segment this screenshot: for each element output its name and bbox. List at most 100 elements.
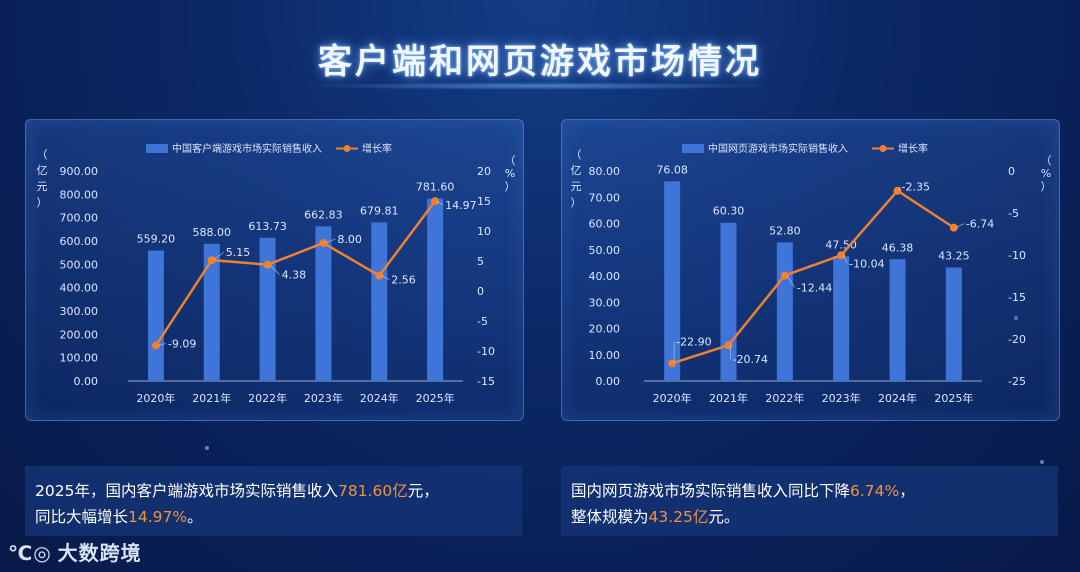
left-axis-label: （ [571,148,582,161]
right-axis-label: （ [505,154,516,167]
title-glow [300,82,780,90]
bar [664,181,681,381]
bar [833,256,850,381]
left-axis-label: ） [571,196,582,209]
left-axis-label: 亿 [37,164,48,177]
right-tick-label: 0 [1008,165,1015,178]
bar [371,222,388,381]
growth-value-label: -20.74 [733,353,768,366]
bar-value-label: 47.50 [825,238,857,251]
left-axis-label: （ [37,148,48,161]
x-tick-label: 2025年 [416,391,455,405]
x-tick-label: 2024年 [878,391,917,405]
summary-text: 。 [187,508,203,526]
summary-text: 同比大幅增长 [35,508,129,526]
web-game-chart: 中国网页游戏市场实际销售收入 增长率（亿元）（%）80.0070.0060.005… [571,142,1052,405]
left-tick-label: 0.00 [596,375,621,388]
right-tick-label: -20 [1008,333,1026,346]
left-axis-label: ） [37,196,48,209]
legend-bar-swatch [146,144,168,153]
summary-text: 国内网页游戏市场实际销售收入同比下降 [571,482,851,500]
x-tick-label: 2020年 [653,391,692,405]
growth-point [263,260,272,269]
web-game-summary: 国内网页游戏市场实际销售收入同比下降6.74%， 整体规模为43.25亿元。 [561,466,1058,536]
page-title: 客户端和网页游戏市场情况 [318,42,762,82]
growth-label-leader [157,343,167,346]
bar-value-label: 52.80 [769,224,801,237]
left-axis-label: 元 [37,180,48,193]
growth-label-leader [786,275,796,288]
summary-text: 2025年，国内客户端游戏市场实际销售收入 [35,482,338,500]
left-tick-label: 70.00 [589,191,621,204]
x-tick-label: 2023年 [304,391,343,405]
x-tick-label: 2020年 [136,391,175,405]
growth-point [431,197,440,206]
decor-dot [1014,316,1018,320]
bar [889,259,906,381]
brand-logo-text: 大数跨境 [57,541,142,565]
bar-value-label: 613.73 [248,220,287,233]
right-tick-label: 5 [477,255,484,268]
growth-value-label: -22.90 [676,335,711,348]
right-tick-label: -5 [1008,207,1019,220]
bar [259,237,276,381]
legend-line-label: 增长率 [362,142,392,155]
x-tick-label: 2021年 [709,391,748,405]
growth-point [151,341,160,350]
left-axis-label: 亿 [571,164,582,177]
bar-value-label: 76.08 [656,163,688,176]
legend-line-marker [343,145,351,152]
left-tick-label: 0.00 [74,375,99,388]
growth-value-label: 5.15 [226,246,251,259]
x-tick-label: 2024年 [360,391,399,405]
web-game-chart-panel: 中国网页游戏市场实际销售收入 增长率（亿元）（%） 80.00 70.00 60.00 5… [561,119,1060,421]
left-tick-label: 300.00 [60,305,99,318]
right-tick-label: -5 [477,315,488,328]
growth-value-label: -12.44 [797,281,832,294]
growth-point [207,256,216,265]
right-axis-label: % [1041,167,1051,180]
growth-value-label: -6.74 [966,218,994,231]
x-tick-label: 2022年 [248,391,287,405]
right-tick-label: -10 [477,345,495,358]
bar-value-label: 60.30 [713,205,745,218]
right-axis-label: ） [1041,180,1052,193]
left-axis-label: 元 [571,180,582,193]
bar-value-label: 588.00 [193,226,232,239]
summary-highlight: 14.97% [128,508,188,526]
growth-label-leader [325,238,336,244]
growth-label-leader [213,251,224,261]
right-tick-label: -10 [1008,249,1026,262]
x-tick-label: 2021年 [192,391,231,405]
summary-text: 元。 [708,508,740,526]
bar [203,243,220,381]
growth-line [671,189,955,365]
bar [776,242,793,381]
left-tick-label: 20.00 [589,323,621,336]
growth-line [154,200,437,347]
x-tick-label: 2025年 [934,391,973,405]
bar [147,250,164,381]
summary-text: ， [899,482,915,500]
summary-text: 整体规模为 [571,508,649,526]
left-tick-label: 80.00 [589,165,621,178]
bar-value-label: 559.20 [137,233,176,246]
left-tick-label: 60.00 [589,218,621,231]
growth-label-leader [436,200,444,206]
growth-value-label: -9.09 [168,338,196,351]
right-axis-label: ） [505,180,516,193]
growth-point [319,239,328,247]
right-tick-label: -25 [1008,375,1026,388]
client-game-chart: 中国客户端游戏市场实际销售收入 增长率（亿元）（%）900.00800.00700… [37,142,516,405]
legend-bar-swatch [682,144,704,153]
growth-label-leader [381,275,390,280]
decor-dot [205,446,209,450]
x-tick-label: 2022年 [765,391,804,405]
right-tick-label: -15 [1008,291,1026,304]
bar [427,198,444,381]
legend-bar-label: 中国客户端游戏市场实际销售收入 [172,142,322,155]
bar-value-label: 662.83 [304,208,343,221]
left-tick-label: 40.00 [589,270,621,283]
left-tick-label: 10.00 [589,349,621,362]
left-tick-label: 200.00 [60,328,99,341]
